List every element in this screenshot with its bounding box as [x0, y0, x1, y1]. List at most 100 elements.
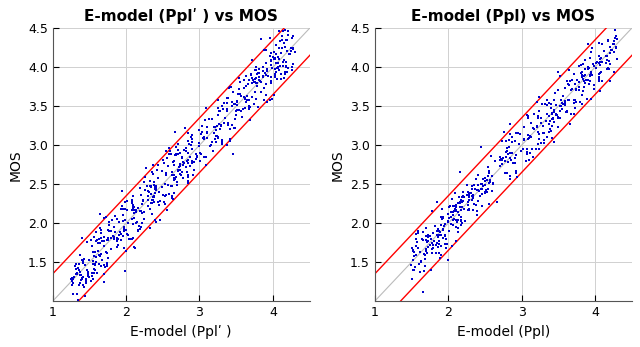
- Point: [225, 138, 235, 144]
- Point: [538, 101, 548, 107]
- Point: [412, 239, 422, 245]
- Point: [467, 183, 477, 189]
- Point: [176, 172, 186, 178]
- Point: [253, 104, 263, 110]
- Point: [241, 97, 252, 103]
- Point: [449, 204, 460, 209]
- Point: [83, 271, 93, 276]
- Point: [280, 69, 290, 75]
- Point: [611, 44, 621, 50]
- Point: [73, 266, 83, 271]
- Point: [453, 229, 463, 235]
- Point: [121, 227, 131, 232]
- Point: [421, 233, 431, 238]
- Point: [149, 199, 159, 205]
- Point: [602, 58, 612, 63]
- Point: [266, 62, 276, 68]
- Point: [595, 56, 605, 61]
- Point: [422, 251, 432, 256]
- Point: [439, 223, 449, 229]
- Point: [573, 87, 584, 93]
- Point: [118, 228, 129, 234]
- Point: [565, 78, 575, 84]
- Point: [541, 111, 552, 117]
- Point: [594, 40, 604, 46]
- Point: [166, 195, 177, 201]
- Point: [459, 194, 469, 200]
- Point: [413, 261, 424, 266]
- Point: [278, 28, 288, 34]
- Point: [584, 66, 594, 71]
- Point: [68, 276, 78, 282]
- Point: [216, 137, 227, 142]
- Point: [217, 103, 227, 108]
- Point: [137, 201, 147, 206]
- Point: [408, 247, 419, 253]
- Point: [546, 128, 556, 134]
- Point: [421, 225, 431, 231]
- Point: [91, 238, 101, 243]
- Point: [225, 126, 236, 132]
- Point: [548, 116, 558, 121]
- Point: [90, 259, 100, 265]
- Point: [249, 79, 259, 85]
- Point: [287, 64, 297, 69]
- Point: [268, 54, 278, 60]
- Point: [139, 209, 149, 214]
- Point: [225, 84, 236, 90]
- Point: [423, 232, 433, 238]
- Point: [453, 201, 463, 206]
- Point: [564, 82, 574, 88]
- Point: [536, 140, 546, 145]
- Point: [595, 88, 605, 94]
- Point: [495, 163, 506, 169]
- Point: [410, 264, 420, 269]
- Point: [227, 122, 237, 128]
- Point: [221, 142, 232, 147]
- Point: [161, 149, 171, 154]
- Point: [594, 75, 604, 80]
- Point: [140, 174, 150, 180]
- Point: [449, 216, 460, 222]
- Point: [261, 92, 271, 98]
- Point: [538, 124, 548, 129]
- Point: [495, 158, 506, 163]
- Point: [227, 104, 237, 109]
- Point: [260, 81, 271, 87]
- Point: [282, 37, 292, 42]
- Point: [106, 246, 116, 252]
- Point: [233, 91, 243, 96]
- Point: [435, 255, 445, 261]
- Point: [451, 202, 461, 208]
- Point: [251, 65, 261, 70]
- Point: [586, 50, 596, 55]
- Point: [546, 102, 556, 107]
- Point: [143, 204, 153, 209]
- Point: [74, 262, 84, 267]
- Point: [201, 163, 211, 168]
- Point: [411, 252, 421, 258]
- Point: [148, 197, 158, 203]
- Point: [452, 218, 463, 223]
- Point: [193, 143, 204, 149]
- Point: [255, 79, 266, 85]
- Point: [110, 214, 120, 219]
- Point: [578, 88, 588, 93]
- Point: [431, 250, 441, 256]
- Point: [536, 120, 546, 126]
- Point: [250, 79, 260, 85]
- Point: [108, 233, 118, 239]
- Point: [518, 138, 529, 143]
- Point: [497, 139, 507, 144]
- Point: [560, 99, 570, 104]
- Point: [423, 235, 433, 240]
- Point: [177, 154, 188, 160]
- Point: [127, 203, 138, 208]
- Point: [511, 152, 522, 158]
- Point: [92, 254, 102, 260]
- Point: [222, 109, 232, 114]
- Point: [150, 186, 161, 191]
- Point: [560, 102, 570, 107]
- Point: [577, 72, 587, 78]
- Point: [268, 96, 278, 102]
